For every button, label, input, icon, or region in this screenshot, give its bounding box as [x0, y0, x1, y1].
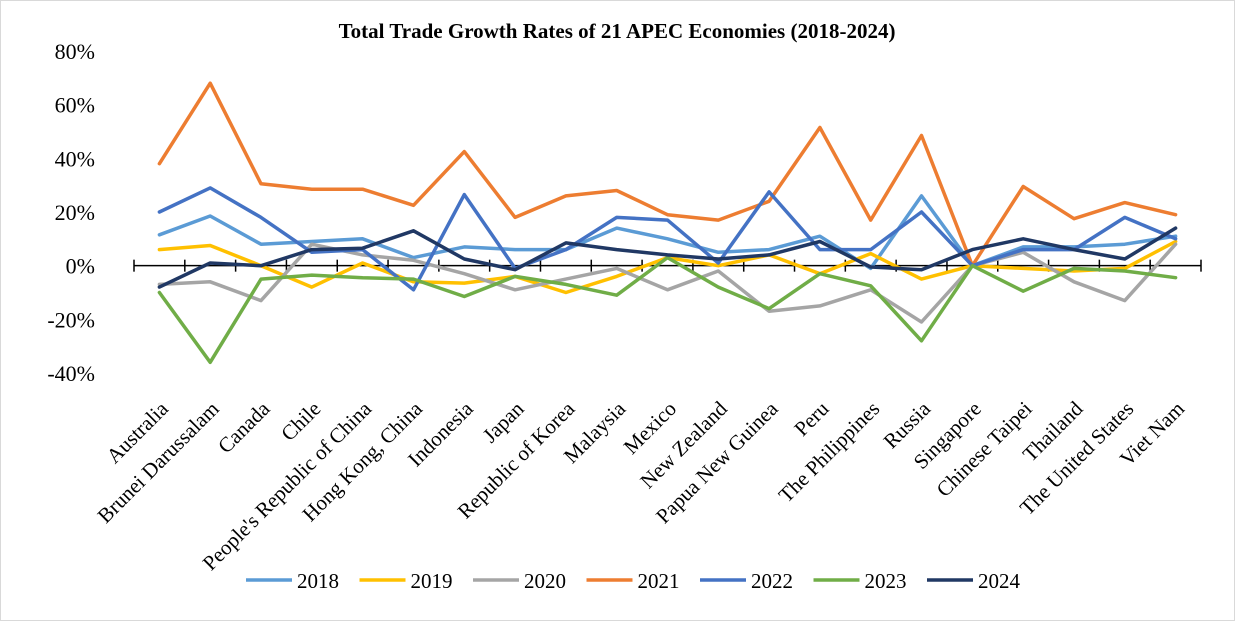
series-line-2021	[157, 81, 1178, 268]
chart-title: Total Trade Growth Rates of 21 APEC Econ…	[339, 19, 896, 43]
y-tick-label: 0%	[66, 254, 95, 279]
legend-item-2022: 2022	[700, 569, 793, 593]
y-tick-label: 40%	[55, 146, 95, 171]
y-tick-label: -20%	[47, 307, 95, 332]
series-line-2022	[157, 186, 1178, 292]
legend-label: 2020	[524, 569, 566, 593]
y-tick-label: 20%	[55, 200, 95, 225]
legend-label: 2021	[638, 569, 680, 593]
legend: 2018 2019 2020 2021 2022 2023 2024	[246, 569, 1021, 593]
x-tick-label: Canada	[213, 396, 275, 458]
y-axis-labels: 80% 60% 40% 20% 0% -20% -40%	[47, 39, 95, 386]
legend-item-2024: 2024	[927, 569, 1021, 593]
legend-label: 2022	[751, 569, 793, 593]
legend-item-2020: 2020	[473, 569, 566, 593]
y-tick-label: -40%	[47, 361, 95, 386]
legend-label: 2023	[865, 569, 907, 593]
y-tick-label: 60%	[55, 93, 95, 118]
x-tick-label: Peru	[789, 396, 834, 441]
legend-item-2018: 2018	[246, 569, 339, 593]
y-tick-label: 80%	[55, 39, 95, 64]
legend-label: 2019	[411, 569, 453, 593]
legend-label: 2024	[978, 569, 1021, 593]
legend-item-2021: 2021	[586, 569, 680, 593]
legend-item-2023: 2023	[813, 569, 907, 593]
legend-item-2019: 2019	[359, 569, 453, 593]
series-line-2023	[157, 255, 1178, 365]
legend-label: 2018	[297, 569, 339, 593]
series-line-2024	[157, 226, 1178, 289]
plot-area	[157, 81, 1178, 365]
